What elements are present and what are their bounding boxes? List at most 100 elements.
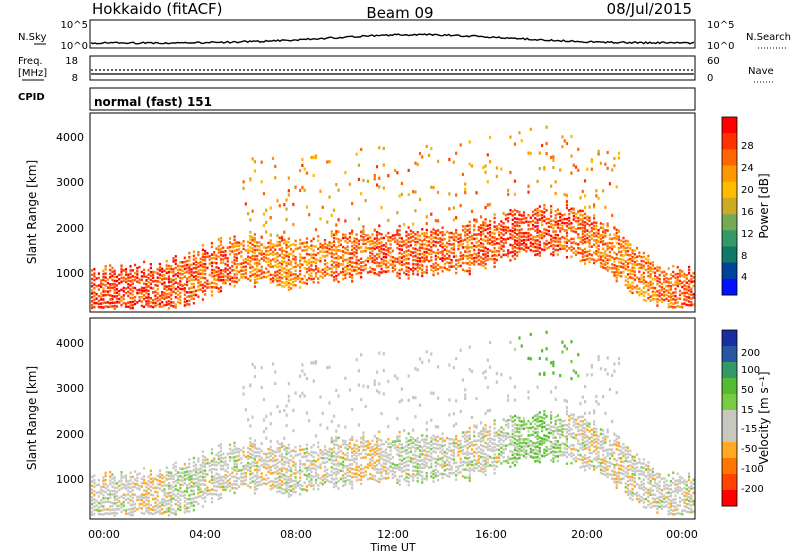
velocity-cell [220, 457, 222, 460]
velocity-cell [308, 460, 310, 463]
velocity-cell [403, 450, 405, 453]
power-cell [679, 290, 681, 293]
power-cell [573, 215, 575, 218]
power-cell [356, 245, 358, 248]
velocity-cell [444, 455, 446, 458]
power-cell [125, 268, 127, 271]
velocity-cell [342, 485, 344, 488]
power-cell [344, 266, 346, 269]
velocity-cell [408, 469, 410, 472]
power-cell [290, 283, 292, 286]
velocity-cell [462, 453, 464, 456]
velocity-cell [143, 494, 145, 497]
power-cell [516, 218, 518, 221]
velocity-cell [145, 499, 147, 502]
velocity-cell [209, 480, 211, 483]
velocity-cell [439, 464, 441, 467]
power-cell [349, 236, 351, 239]
velocity-cell [423, 438, 425, 441]
noise-panel-frame [90, 20, 695, 48]
power-cell [663, 291, 665, 294]
velocity-cell [387, 477, 389, 480]
velocity-cell [100, 499, 102, 502]
power-cell [494, 261, 496, 264]
power-cell [435, 230, 437, 233]
velocity-cell [267, 471, 269, 474]
velocity-cell [111, 512, 113, 515]
power-cell [516, 251, 518, 254]
velocity-cell [159, 505, 161, 508]
velocity-cell [421, 439, 423, 442]
power-cell [539, 210, 541, 213]
velocity-cell [335, 471, 337, 474]
velocity-cell [206, 486, 208, 489]
velocity-cell [437, 440, 439, 443]
velocity-cell [152, 509, 154, 512]
velocity-cell [270, 485, 272, 488]
velocity-cell [304, 456, 306, 459]
velocity-cell [98, 513, 100, 516]
velocity-cell [496, 434, 498, 437]
power-cell [448, 236, 450, 239]
velocity-cell [245, 479, 247, 482]
power-cell [265, 254, 267, 257]
velocity-cell [252, 472, 254, 475]
power-cell [419, 246, 421, 249]
velocity-cell [256, 481, 258, 484]
power-cell [202, 287, 204, 290]
power-cell [299, 280, 301, 283]
power-cell [534, 209, 536, 212]
power-cell [383, 256, 385, 259]
power-cell [598, 150, 600, 153]
power-cell [478, 226, 480, 229]
velocity-cell [270, 412, 272, 415]
velocity-cell [455, 446, 457, 449]
velocity-cell [163, 498, 165, 501]
velocity-cell [179, 509, 181, 512]
velocity-cell [489, 409, 491, 412]
power-cell [532, 227, 534, 230]
power-cell [367, 271, 369, 274]
power-cell [229, 253, 231, 256]
power-cell [557, 253, 559, 256]
power-cell [512, 247, 514, 250]
power-cell [584, 238, 586, 241]
velocity-cell [487, 443, 489, 446]
velocity-cell [283, 467, 285, 470]
velocity-cell [184, 494, 186, 497]
power-cell [358, 164, 360, 167]
power-cell [570, 222, 572, 225]
velocity-cell [236, 483, 238, 486]
power-cell [471, 164, 473, 167]
power-cell [509, 213, 511, 216]
velocity-cell [254, 451, 256, 454]
power-cell [401, 253, 403, 256]
power-cell [254, 245, 256, 248]
power-cell [218, 270, 220, 273]
velocity-cell [290, 450, 292, 453]
power-cell [582, 214, 584, 217]
velocity-cell [342, 457, 344, 460]
velocity-cell [310, 471, 312, 474]
power-cell [683, 302, 685, 305]
velocity-cell [423, 457, 425, 460]
power-cell [356, 262, 358, 265]
velocity-cell [170, 495, 172, 498]
power-cell [243, 244, 245, 247]
power-cell [227, 279, 229, 282]
velocity-cell [487, 438, 489, 441]
power-cell [215, 247, 217, 250]
power-cell [552, 224, 554, 227]
power-cell [496, 225, 498, 228]
power-cell [102, 306, 104, 309]
power-cell [161, 301, 163, 304]
power-cell [591, 223, 593, 226]
power-cell [245, 249, 247, 252]
velocity-cell [405, 449, 407, 452]
power-cell [514, 217, 516, 220]
power-cell [313, 261, 315, 264]
velocity-cell [410, 447, 412, 450]
power-cell [206, 286, 208, 289]
power-cell [367, 240, 369, 243]
velocity-cell [417, 470, 419, 473]
